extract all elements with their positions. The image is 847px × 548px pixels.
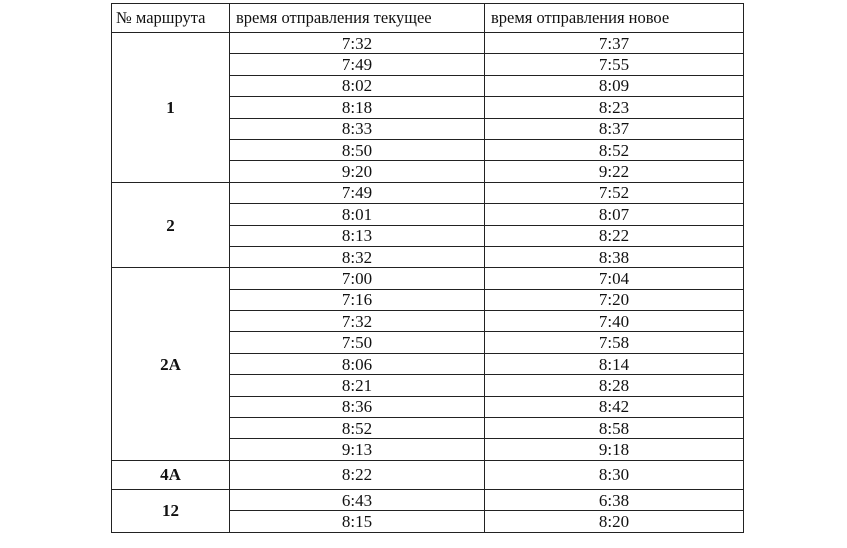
new-time-cell: 7:37 <box>484 31 744 55</box>
current-time-cell: 8:01 <box>229 203 485 226</box>
table-row: 8:18 8:23 <box>112 96 744 119</box>
table-row: 8:13 8:22 <box>112 224 744 247</box>
current-time-cell: 7:50 <box>229 331 485 354</box>
current-time-cell: 7:00 <box>229 267 485 290</box>
route-number: 2 <box>111 181 230 269</box>
new-time-cell: 8:23 <box>484 96 744 119</box>
new-time-cell: 9:18 <box>484 438 744 461</box>
table-row: 2А 7:00 7:04 <box>111 267 744 461</box>
new-time-cell: 8:38 <box>484 245 744 269</box>
table-row: 8:15 8:20 <box>112 510 744 533</box>
new-time-cell: 7:52 <box>484 181 744 205</box>
current-time-cell: 8:36 <box>229 395 485 419</box>
new-time-cell: 8:09 <box>484 74 744 98</box>
current-time-cell: 7:49 <box>229 53 485 76</box>
current-time-cell: 8:02 <box>229 74 485 98</box>
current-time-cell: 8:06 <box>229 352 485 376</box>
new-time-cell: 7:40 <box>484 310 744 333</box>
header-new-time: время отправления новое <box>484 3 744 33</box>
new-time-cell: 8:58 <box>484 417 744 440</box>
current-time-cell: 9:20 <box>229 160 485 183</box>
route-number: 1 <box>111 32 230 183</box>
table-row: 8:01 8:07 <box>112 203 744 226</box>
table-row: 7:16 7:20 <box>112 288 744 312</box>
current-time-cell: 8:32 <box>229 245 485 269</box>
table-row: 2 7:49 7:52 <box>111 181 744 269</box>
current-time-cell: 8:52 <box>229 417 485 440</box>
new-time-cell: 8:42 <box>484 395 744 419</box>
new-time-cell: 8:30 <box>484 459 744 490</box>
header-current-time: время отправления текущее <box>229 3 485 33</box>
table-row: 4А 8:22 8:30 <box>111 459 744 490</box>
current-time-cell: 8:50 <box>229 138 485 162</box>
new-time-cell: 7:20 <box>484 288 744 312</box>
current-time-cell: 7:16 <box>229 288 485 312</box>
new-time-cell: 8:14 <box>484 352 744 376</box>
table-row: 8:32 8:38 <box>112 245 744 269</box>
new-time-cell: 7:55 <box>484 53 744 76</box>
current-time-cell: 8:13 <box>229 224 485 247</box>
table-row: 12 6:43 6:38 <box>111 488 744 533</box>
table-row: 9:13 9:18 <box>112 438 744 461</box>
new-time-cell: 7:04 <box>484 267 744 290</box>
table-row: 1 7:32 7:37 <box>111 31 744 183</box>
schedule-table: № маршрута время отправления текущее вре… <box>111 3 744 533</box>
new-time-cell: 8:07 <box>484 203 744 226</box>
current-time-cell: 8:33 <box>229 117 485 140</box>
new-time-cell: 7:58 <box>484 331 744 354</box>
new-time-cell: 8:28 <box>484 374 744 397</box>
current-time-cell: 6:43 <box>229 488 485 512</box>
current-time-cell: 8:21 <box>229 374 485 397</box>
current-time-cell: 7:32 <box>229 310 485 333</box>
new-time-cell: 8:52 <box>484 138 744 162</box>
new-time-cell: 8:20 <box>484 510 744 533</box>
schedule-body: 1 7:32 7:37 7:49 7:55 8:02 8:09 8:18 8:23 8:33 8:3… <box>111 31 744 533</box>
new-time-cell: 9:22 <box>484 160 744 183</box>
new-time-cell: 8:22 <box>484 224 744 247</box>
route-number: 2А <box>111 267 230 461</box>
table-row: 8:50 8:52 <box>112 138 744 162</box>
route-number: 12 <box>111 488 230 533</box>
current-time-cell: 7:49 <box>229 181 485 205</box>
route-number: 4А <box>111 459 230 490</box>
current-time-cell: 8:18 <box>229 96 485 119</box>
current-time-cell: 9:13 <box>229 438 485 461</box>
current-time-cell: 8:22 <box>229 459 485 490</box>
table-row: 8:06 8:14 <box>112 352 744 376</box>
new-time-cell: 6:38 <box>484 488 744 512</box>
new-time-cell: 8:37 <box>484 117 744 140</box>
current-time-cell: 8:15 <box>229 510 485 533</box>
current-time-cell: 7:32 <box>229 31 485 55</box>
table-row: 7:32 7:40 <box>112 310 744 333</box>
header-route: № маршрута <box>111 3 230 33</box>
header-row: № маршрута время отправления текущее вре… <box>111 3 744 33</box>
